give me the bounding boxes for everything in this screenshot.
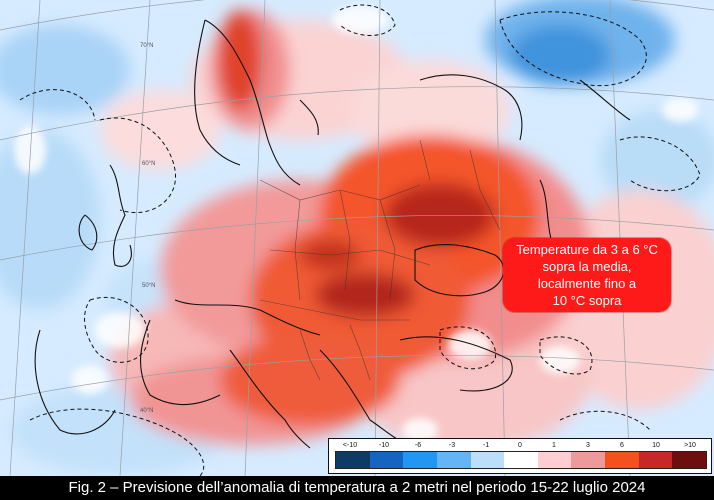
- lat-label-40: 40°N: [140, 408, 153, 414]
- legend-tick-label: <-10: [342, 442, 358, 449]
- callout-line-3: localmente fino a: [537, 276, 637, 291]
- legend-tick-label: 3: [586, 442, 590, 449]
- callout-line-2: sopra la media,: [542, 259, 632, 274]
- legend-tick-label: -3: [448, 442, 456, 449]
- anomaly-field: [0, 0, 714, 475]
- legend-tick-label: 1: [552, 442, 556, 449]
- legend-tick-label: 0: [518, 442, 522, 449]
- legend-tick-label: -10: [378, 442, 390, 449]
- legend-swatch: [504, 452, 538, 468]
- legend-swatch: [537, 452, 572, 468]
- legend-ticks: <-10 -10 -6 -3 -1 0 1 3 6 10 >10: [333, 441, 707, 451]
- legend-swatch: [436, 452, 471, 468]
- legend-swatch: [605, 452, 639, 468]
- legend-swatch: [369, 452, 404, 468]
- lat-label-60: 60°N: [142, 161, 155, 167]
- anomaly-map: 70°N 60°N 50°N 40°N Temperature da 3 a 6…: [0, 0, 714, 476]
- figure-caption: Fig. 2 – Previsione dell’anomalia di tem…: [0, 476, 714, 500]
- lat-label-70: 70°N: [140, 43, 153, 49]
- legend-tick-label: -1: [482, 442, 490, 449]
- map-canvas: 70°N 60°N 50°N 40°N: [0, 0, 714, 476]
- legend-tick-label: 10: [652, 442, 660, 449]
- legend-swatch: [672, 452, 707, 468]
- legend-tick-label: 6: [620, 442, 624, 449]
- callout-line-1: Temperature da 3 a 6 °C: [516, 242, 658, 257]
- zero-contours: [19, 4, 701, 476]
- latitude-labels: 70°N 60°N 50°N 40°N: [140, 43, 155, 414]
- legend-swatch: [336, 452, 370, 468]
- callout-box: Temperature da 3 a 6 °C sopra la media, …: [503, 238, 671, 312]
- legend-swatch: [470, 452, 505, 468]
- country-borders: [259, 139, 501, 381]
- graticule: [0, 0, 714, 476]
- legend-bar: [335, 451, 707, 469]
- callout-line-4: 10 °C sopra: [552, 293, 622, 308]
- legend-tick-label: -6: [414, 442, 422, 449]
- lat-label-50: 50°N: [142, 283, 155, 289]
- legend-tick-label: >10: [684, 442, 696, 449]
- legend-swatch: [638, 452, 673, 468]
- neutral-patches: [14, 6, 698, 442]
- legend-swatch: [403, 452, 437, 468]
- legend-swatch: [571, 452, 606, 468]
- color-legend: <-10 -10 -6 -3 -1 0 1 3 6 10 >10: [328, 438, 712, 474]
